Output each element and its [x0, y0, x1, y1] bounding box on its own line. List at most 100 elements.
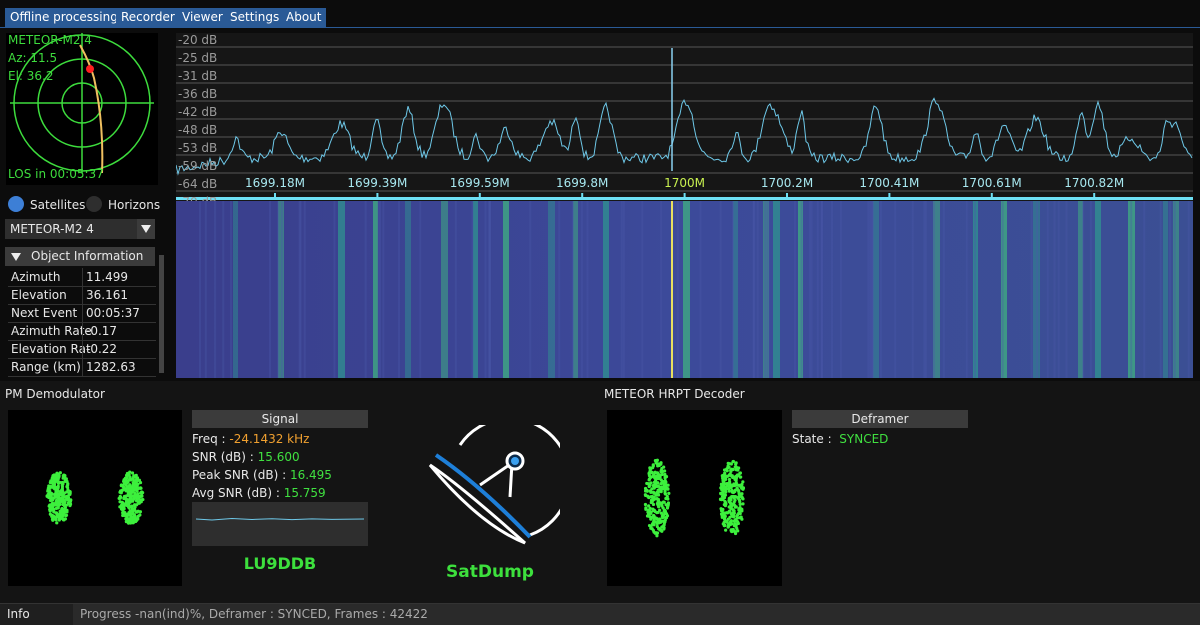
constellation-dot	[651, 513, 656, 518]
constellation-dot	[737, 492, 741, 496]
waterfall-noise	[641, 201, 644, 378]
constellation-dot	[663, 515, 668, 520]
waterfall-stripe	[473, 201, 478, 378]
field-value: SYNCED	[839, 432, 889, 446]
db-label: -36 dB	[178, 87, 217, 101]
cell-divider	[82, 322, 83, 340]
constellation	[607, 410, 782, 586]
cell-divider	[82, 340, 83, 358]
waterfall-stripe	[763, 201, 769, 378]
constellation-dot	[128, 478, 132, 482]
dropdown[interactable]: METEOR-M2 4	[5, 219, 155, 239]
waterfall-noise	[731, 201, 734, 378]
constellation-dot	[726, 464, 730, 468]
constellation-dot	[663, 520, 667, 524]
freq-label: 1699.59M	[450, 176, 510, 190]
field-label: Avg SNR (dB) :	[192, 486, 280, 500]
constellation-dot	[728, 510, 732, 514]
constellation-dot	[134, 488, 139, 492]
waterfall-stripe	[233, 201, 238, 378]
waterfall-noise	[277, 201, 280, 378]
db-label: -64 dB	[178, 177, 217, 191]
constellation-dot	[50, 514, 54, 519]
waterfall-noise	[454, 201, 457, 378]
constellation-dot	[738, 511, 742, 516]
constellation-dot	[132, 474, 136, 478]
tab[interactable]: Recorder	[116, 8, 180, 27]
constellation-dot	[119, 490, 123, 494]
dropdown-button[interactable]	[137, 219, 155, 239]
constellation-dot	[46, 489, 50, 493]
constellation-dot	[54, 490, 58, 494]
radio-label[interactable]: Horizons	[108, 198, 161, 212]
constellation-dot	[54, 511, 58, 515]
constellation-dot	[646, 508, 651, 512]
constellation-dot	[132, 497, 136, 501]
constellation-dot	[128, 470, 132, 474]
constellation-dot	[52, 507, 56, 511]
constellation-dot	[128, 475, 132, 479]
constellation-dot	[732, 524, 737, 528]
constellation-dot	[730, 490, 734, 494]
constellation-dot	[737, 489, 741, 493]
constellation-dot	[48, 480, 52, 485]
constellation-dot	[50, 498, 54, 502]
radio-selected[interactable]	[8, 196, 24, 212]
waterfall-noise	[810, 201, 813, 378]
constellation-dot	[68, 492, 72, 496]
constellation-dot	[48, 503, 52, 507]
waterfall-stripe	[405, 201, 411, 378]
constellation-dot	[48, 506, 52, 510]
constellation-dot	[56, 481, 61, 486]
constellation-dot	[661, 479, 665, 484]
constellation-dot	[650, 487, 654, 491]
constellation-dot	[734, 465, 738, 469]
waterfall-stripe	[441, 201, 448, 378]
constellation-dot	[724, 502, 728, 506]
constellation-dot	[131, 521, 135, 525]
tab[interactable]: Settings	[225, 8, 285, 27]
waterfall-noise	[965, 201, 968, 378]
constellation-dot	[129, 490, 134, 494]
scrollbar	[159, 255, 164, 373]
constellation-dot	[655, 531, 660, 535]
tab[interactable]: Viewer	[177, 8, 228, 27]
constellation-dot	[647, 478, 651, 482]
constellation-dot	[126, 493, 130, 498]
tab[interactable]: About	[281, 8, 327, 27]
constellation-dot	[741, 486, 746, 490]
section-header: Signal	[192, 410, 368, 428]
cell-value: 00:05:37	[86, 306, 140, 320]
constellation-dot	[655, 511, 659, 515]
constellation-dot	[136, 500, 141, 504]
constellation-dot	[655, 490, 659, 495]
field-value: 15.759	[283, 486, 326, 500]
tracker-satellite: METEOR-M2 4	[8, 33, 92, 47]
constellation-dot	[647, 484, 651, 489]
cell-value: 11.499	[86, 270, 128, 284]
waterfall-noise	[753, 201, 756, 378]
waterfall-noise	[230, 201, 233, 378]
waterfall-stripe	[773, 201, 780, 378]
constellation-dot	[734, 461, 738, 465]
constellation-dot	[59, 499, 63, 503]
constellation-dot	[741, 497, 745, 501]
waterfall-noise	[620, 201, 623, 378]
radio-label[interactable]: Satellites	[30, 198, 86, 212]
constellation-dot	[125, 471, 130, 476]
tab[interactable]: Offline processing	[5, 8, 123, 27]
constellation-dot	[55, 478, 60, 482]
waterfall-stripe	[1078, 201, 1083, 378]
waterfall-noise	[699, 201, 702, 378]
constellation-dot	[739, 475, 743, 479]
constellation-dot	[127, 502, 131, 506]
collapsing-header[interactable]: Object Information	[5, 247, 155, 266]
constellation-dot	[64, 513, 69, 517]
constellation-dot	[63, 506, 68, 510]
constellation-dot	[651, 502, 656, 507]
freq-tick	[478, 193, 481, 200]
constellation-dot	[725, 481, 730, 486]
constellation-dot	[660, 472, 664, 477]
constellation-dot	[123, 494, 127, 499]
radio[interactable]	[86, 196, 102, 212]
